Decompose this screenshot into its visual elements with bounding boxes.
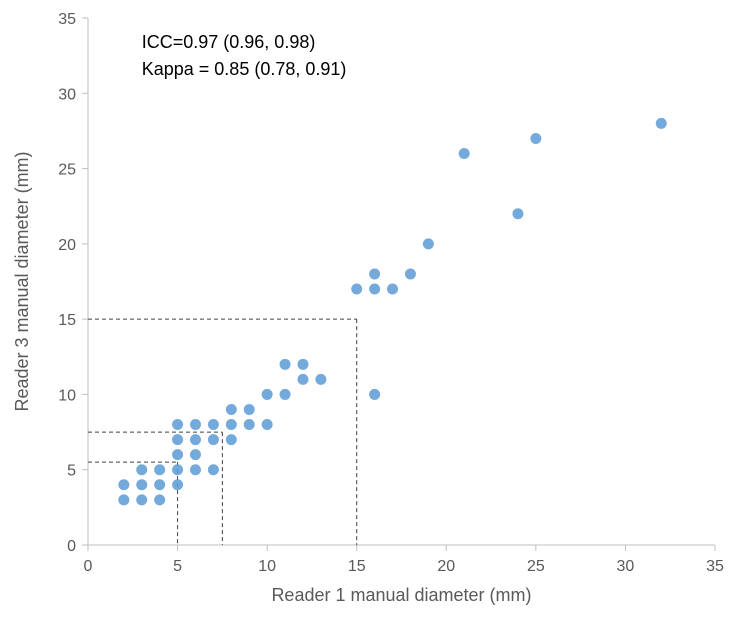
x-tick-label: 5 (173, 558, 182, 575)
data-point (369, 389, 380, 400)
data-point (118, 494, 129, 505)
data-point (154, 479, 165, 490)
y-tick-label: 0 (67, 538, 76, 555)
data-point (262, 389, 273, 400)
data-point (297, 374, 308, 385)
data-point (512, 208, 523, 219)
data-point (190, 464, 201, 475)
y-axis-label: Reader 3 manual diameter (mm) (12, 151, 32, 411)
data-point (262, 419, 273, 430)
y-tick-label: 10 (58, 387, 76, 404)
x-tick-label: 10 (258, 558, 276, 575)
data-point (369, 284, 380, 295)
x-tick-label: 25 (527, 558, 545, 575)
chart-background (0, 0, 739, 626)
data-point (136, 494, 147, 505)
x-tick-label: 0 (84, 558, 93, 575)
data-point (280, 389, 291, 400)
data-point (423, 238, 434, 249)
data-point (190, 434, 201, 445)
data-point (459, 148, 470, 159)
data-point (172, 479, 183, 490)
data-point (656, 118, 667, 129)
x-axis-label: Reader 1 manual diameter (mm) (271, 585, 531, 605)
data-point (208, 434, 219, 445)
x-tick-label: 35 (706, 558, 724, 575)
data-point (369, 268, 380, 279)
y-tick-label: 35 (58, 11, 76, 28)
y-tick-label: 5 (67, 463, 76, 480)
data-point (226, 434, 237, 445)
data-point (154, 464, 165, 475)
y-tick-label: 15 (58, 312, 76, 329)
data-point (154, 494, 165, 505)
data-point (530, 133, 541, 144)
chart-annotation: Kappa = 0.85 (0.78, 0.91) (142, 59, 347, 79)
data-point (226, 419, 237, 430)
data-point (315, 374, 326, 385)
x-tick-label: 15 (348, 558, 366, 575)
data-point (387, 284, 398, 295)
data-point (208, 464, 219, 475)
data-point (136, 479, 147, 490)
data-point (136, 464, 147, 475)
data-point (405, 268, 416, 279)
data-point (190, 419, 201, 430)
data-point (244, 404, 255, 415)
data-point (208, 419, 219, 430)
data-point (226, 404, 237, 415)
data-point (172, 419, 183, 430)
scatter-chart: 0 5 10 15 20 25 30 35 0 5 10 15 20 25 30 35 ICC=0.97 (0.… (0, 0, 739, 626)
data-point (172, 464, 183, 475)
data-point (280, 359, 291, 370)
x-tick-label: 30 (617, 558, 635, 575)
y-tick-label: 20 (58, 237, 76, 254)
chart-svg: 0 5 10 15 20 25 30 35 0 5 10 15 20 25 30 35 ICC=0.97 (0.… (0, 0, 739, 626)
data-point (118, 479, 129, 490)
x-tick-label: 20 (437, 558, 455, 575)
chart-annotation: ICC=0.97 (0.96, 0.98) (142, 32, 316, 52)
data-point (172, 434, 183, 445)
y-tick-label: 25 (58, 162, 76, 179)
y-tick-label: 30 (58, 86, 76, 103)
data-point (190, 449, 201, 460)
data-point (297, 359, 308, 370)
data-point (172, 449, 183, 460)
data-point (351, 284, 362, 295)
data-point (244, 419, 255, 430)
